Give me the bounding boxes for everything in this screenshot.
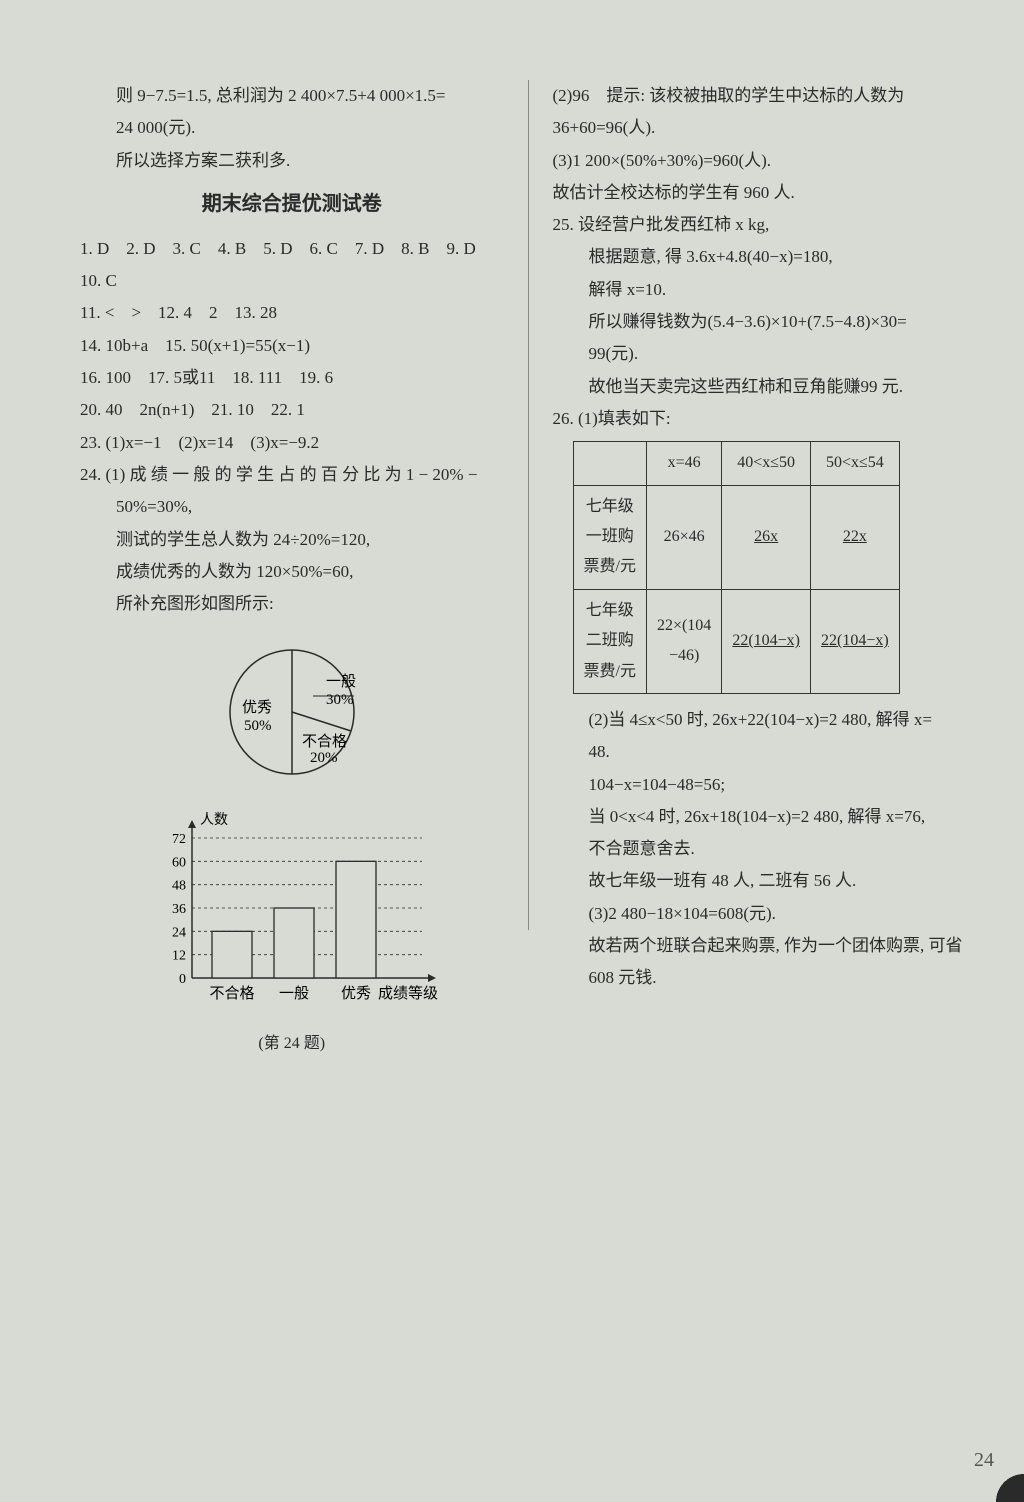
svg-text:36: 36 [172,902,186,917]
svg-text:48: 48 [172,878,186,893]
text-line: 24. (1) 成 绩 一 般 的 学 生 占 的 百 分 比 为 1 − 20… [80,459,504,491]
pie-label-buhege-pct: 20% [310,750,338,766]
right-column: (2)96 提示: 该校被抽取的学生中达标的人数为 36+60=96(人). (… [533,80,977,1063]
table-cell: 22x [811,485,900,589]
svg-text:0: 0 [179,972,186,987]
text-line: 608 元钱. [589,962,977,994]
text-line: 25. 设经营户批发西红柿 x kg, [553,209,977,241]
table-header-cell: x=46 [646,442,721,485]
text-line: 根据题意, 得 3.6x+4.8(40−x)=180, [589,241,977,273]
text-line: (3)2 480−18×104=608(元). [589,898,977,930]
q26-head: 26. (1)填表如下: [553,403,977,435]
text-line: 10. C [80,265,504,297]
text-line: 48. [589,736,977,768]
text-line: 99(元). [589,338,977,370]
text-line: 测试的学生总人数为 24÷20%=120, [116,524,504,556]
text-line: 解得 x=10. [589,274,977,306]
svg-text:优秀: 优秀 [341,985,371,1002]
text-line: 24 000(元). [116,112,504,144]
pie-label-buhege: 不合格 [302,733,347,750]
text-line: 16. 100 17. 5或11 18. 111 19. 6 [80,362,504,394]
text-line: 50%=30%, [116,491,504,523]
figure-caption: (第 24 题) [80,1029,504,1059]
table-cell: 七年级一班购票费/元 [573,485,646,589]
svg-text:人数: 人数 [200,812,228,828]
svg-text:72: 72 [172,832,186,847]
pie-label-youxiu-pct: 50% [244,718,272,734]
pie-label-yiban-pct: 30% [326,692,354,708]
svg-text:成绩等级: 成绩等级 [378,984,438,1002]
text-line: 1. D 2. D 3. C 4. B 5. D 6. C 7. D 8. B … [80,233,504,265]
bar-svg: 0 12 24 36 48 60 72 人数不合格 一般 优秀成绩等级 [142,808,442,1018]
pie-svg: 一般 30% 不合格 20% 优秀 50% [192,630,392,790]
text-line: 14. 10b+a 15. 50(x+1)=55(x−1) [80,330,504,362]
table-cell: 七年级二班购票费/元 [573,589,646,693]
text-line: 则 9−7.5=1.5, 总利润为 2 400×7.5+4 000×1.5= [116,80,504,112]
text-line: 故七年级一班有 48 人, 二班有 56 人. [589,865,977,897]
svg-text:一般: 一般 [279,985,309,1002]
answers-block: 1. D 2. D 3. C 4. B 5. D 6. C 7. D 8. B … [80,233,504,459]
table-cell: 22(104−x) [722,589,811,693]
text-line: 23. (1)x=−1 (2)x=14 (3)x=−9.2 [80,427,504,459]
q24-block: 24. (1) 成 绩 一 般 的 学 生 占 的 百 分 比 为 1 − 20… [80,459,504,620]
table-header-cell [573,442,646,485]
svg-text:60: 60 [172,855,186,870]
pie-chart: 一般 30% 不合格 20% 优秀 50% [80,630,504,801]
bar-chart: 0 12 24 36 48 60 72 人数不合格 一般 优秀成绩等级 (第 24 题) [80,808,504,1060]
table-cell: 22×(104−46) [646,589,721,693]
text-line: 104−x=104−48=56; [589,769,977,801]
table-cell: 26×46 [646,485,721,589]
text-line: (2)96 提示: 该校被抽取的学生中达标的人数为 [553,80,977,112]
page-corner-decoration [954,1432,1024,1502]
text-line: 不合题意舍去. [589,833,977,865]
table-header-cell: 40<x≤50 [722,442,811,485]
text-line: 成绩优秀的人数为 120×50%=60, [116,556,504,588]
table-cell: 26x [722,485,811,589]
text-line: (2)当 4≤x<50 时, 26x+22(104−x)=2 480, 解得 x… [589,704,977,736]
text-line: 故若两个班联合起来购票, 作为一个团体购票, 可省 [589,930,977,962]
pie-label-yiban: 一般 [326,673,356,690]
pre-block: 则 9−7.5=1.5, 总利润为 2 400×7.5+4 000×1.5= 2… [80,80,504,177]
text-line: 所以赚得钱数为(5.4−3.6)×10+(7.5−4.8)×30= [589,306,977,338]
page-columns: 则 9−7.5=1.5, 总利润为 2 400×7.5+4 000×1.5= 2… [80,80,976,1063]
text-line: 故他当天卖完这些西红柿和豆角能赚99 元. [589,371,977,403]
text-line: 11. < > 12. 4 2 13. 28 [80,297,504,329]
q26-table: x=4640<x≤5050<x≤54 七年级一班购票费/元26×4626x22x 七… [573,441,900,694]
text-line: 36+60=96(人). [553,112,977,144]
pie-label-youxiu: 优秀 [242,699,272,716]
left-column: 则 9−7.5=1.5, 总利润为 2 400×7.5+4 000×1.5= 2… [80,80,524,1063]
text-line: (3)1 200×(50%+30%)=960(人). [553,145,977,177]
svg-text:12: 12 [172,948,186,963]
svg-text:24: 24 [172,925,186,940]
column-divider [528,80,529,930]
table-cell: 22(104−x) [811,589,900,693]
q25-block: 25. 设经营户批发西红柿 x kg, 根据题意, 得 3.6x+4.8(40−… [553,209,977,403]
text-line: 故估计全校达标的学生有 960 人. [553,177,977,209]
q26-rest: (2)当 4≤x<50 时, 26x+22(104−x)=2 480, 解得 x… [553,704,977,995]
text-line: 所补充图形如图所示: [116,588,504,620]
section-title: 期末综合提优测试卷 [80,185,504,223]
table-header-cell: 50<x≤54 [811,442,900,485]
text-line: 所以选择方案二获利多. [116,145,504,177]
text-line: 当 0<x<4 时, 26x+18(104−x)=2 480, 解得 x=76, [589,801,977,833]
svg-text:不合格: 不合格 [209,985,254,1002]
text-line: 20. 40 2n(n+1) 21. 10 22. 1 [80,394,504,426]
